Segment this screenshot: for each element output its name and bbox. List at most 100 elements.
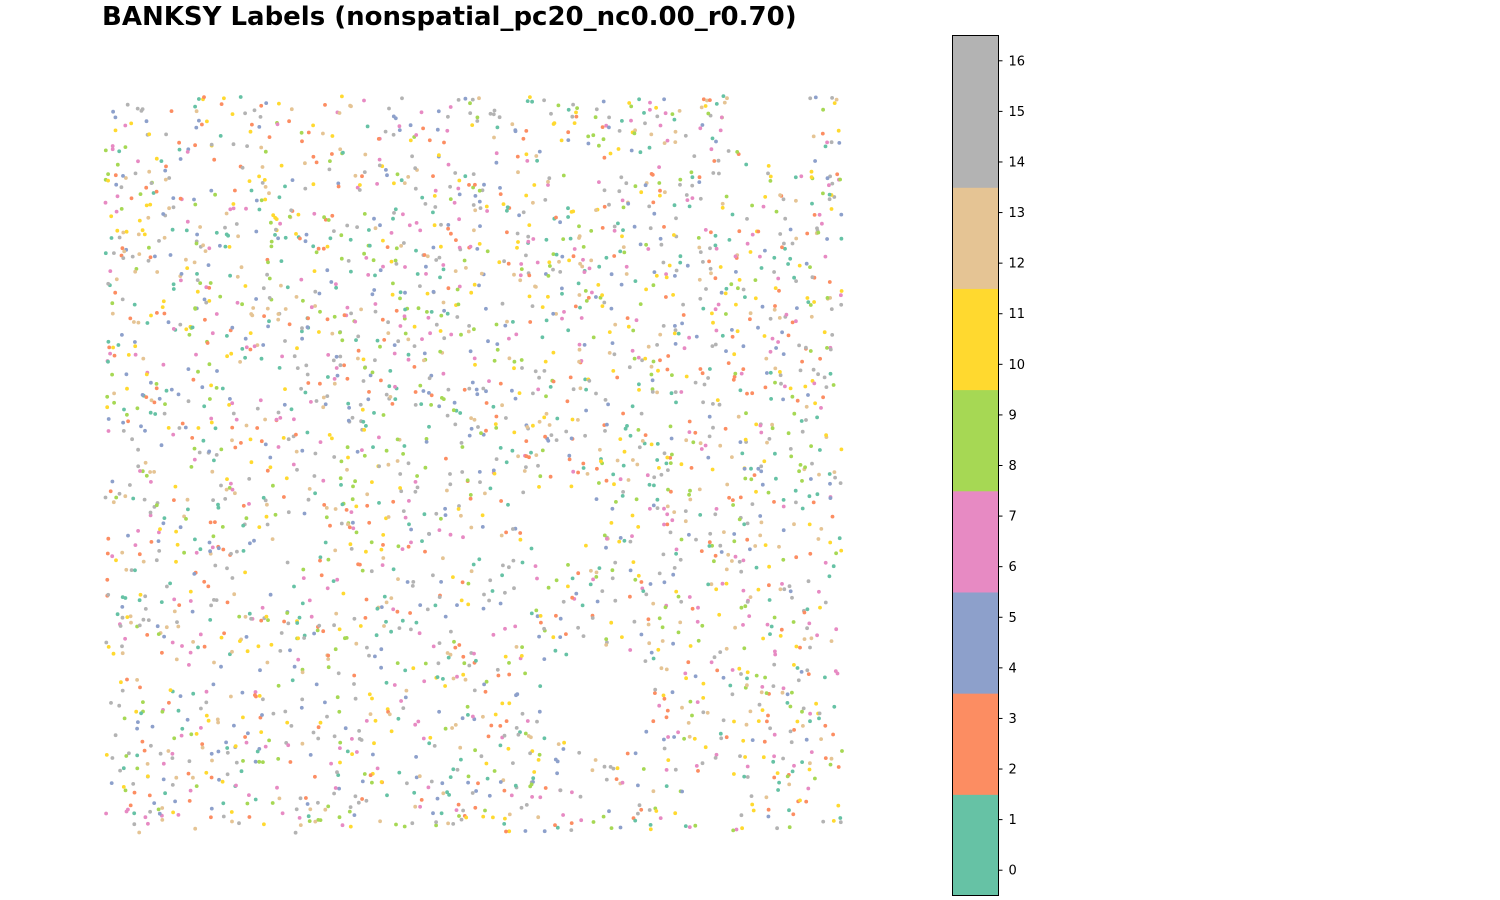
scatter-point [171,432,176,437]
scatter-point [674,216,678,221]
scatter-point [533,284,537,289]
scatter-point [200,742,205,746]
scatter-point [195,272,199,276]
scatter-point [257,174,261,179]
scatter-point [219,447,224,452]
scatter-point [772,615,777,620]
scatter-point [658,816,663,820]
scatter-point [207,246,212,251]
scatter-point [721,94,726,98]
scatter-point [590,768,595,773]
scatter-point [279,283,283,288]
scatter-point [745,217,749,221]
scatter-point [674,400,678,405]
scatter-point [549,111,553,116]
scatter-point [155,311,159,315]
scatter-point [124,754,129,758]
scatter-point [134,709,139,714]
scatter-point [815,492,820,497]
scatter-point [817,212,822,217]
scatter-point [662,696,667,701]
scatter-point [261,760,265,764]
scatter-point [210,469,215,474]
scatter-point [544,394,548,399]
scatter-point [611,369,616,373]
scatter-point [632,356,637,361]
scatter-point [773,451,777,456]
scatter-point [724,349,728,353]
scatter-point [227,245,232,249]
scatter-point [604,545,608,550]
scatter-point [836,128,841,133]
scatter-point [612,482,616,487]
scatter-point [758,254,762,259]
scatter-point [424,264,428,269]
scatter-point [191,377,196,382]
scatter-point [352,682,356,686]
scatter-point [648,100,652,105]
colorbar-band-3 [952,490,999,593]
scatter-point [727,238,732,242]
scatter-point [370,696,374,701]
scatter-point [722,100,727,105]
scatter-point [207,299,212,303]
scatter-point [197,97,201,101]
scatter-point [652,475,657,480]
scatter-point [396,544,401,549]
scatter-point [408,123,413,128]
scatter-point [629,148,634,153]
scatter-point [117,703,122,708]
scatter-point [676,331,681,336]
scatter-point [189,732,194,737]
scatter-point [790,241,795,246]
scatter-point [282,619,286,624]
scatter-point [560,316,564,321]
scatter-point [565,399,570,404]
scatter-point [254,229,259,234]
scatter-point [196,645,200,650]
scatter-point [221,547,226,552]
scatter-point [829,140,834,145]
scatter-point [466,602,471,607]
scatter-point [132,302,137,307]
scatter-point [290,178,295,183]
scatter-point [735,329,740,334]
scatter-point [332,623,336,628]
scatter-point [121,420,125,425]
scatter-point [307,598,312,603]
scatter-point [470,97,475,102]
scatter-point [644,242,648,247]
scatter-point [477,242,482,246]
scatter-point [636,811,640,816]
scatter-point [407,499,411,503]
scatter-point [829,307,834,311]
scatter-point [504,829,508,834]
scatter-point [766,171,770,176]
scatter-point [491,112,496,117]
scatter-point [741,344,746,349]
scatter-point [326,665,331,670]
scatter-point [231,411,236,416]
colorbar-tick-label-12: 12 [1009,257,1026,272]
scatter-point [398,290,403,295]
scatter-point [731,498,735,502]
scatter-point [106,645,111,649]
scatter-point [236,234,241,239]
scatter-point [214,230,219,235]
scatter-point [138,685,142,690]
scatter-point [620,494,625,498]
scatter-point [684,374,689,379]
scatter-point [520,366,524,370]
scatter-point [276,757,281,761]
scatter-point [114,277,119,282]
scatter-point [448,105,453,109]
scatter-point [111,500,116,505]
scatter-point [661,260,666,265]
scatter-point [442,336,447,341]
scatter-point [445,413,450,418]
scatter-point [259,145,264,150]
scatter-point [578,261,582,266]
scatter-point [218,134,223,138]
scatter-point [109,701,113,705]
scatter-point [389,596,394,600]
